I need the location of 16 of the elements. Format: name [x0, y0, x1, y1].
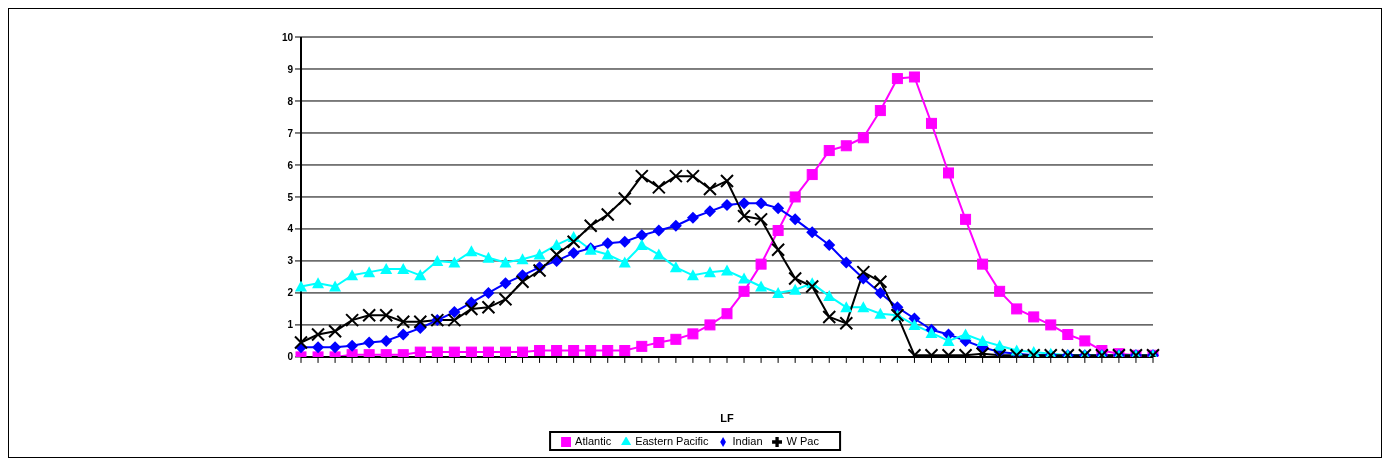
- legend-label: Indian: [732, 434, 763, 447]
- x-axis-title: LF: [720, 411, 734, 424]
- y-tick-label: 10: [281, 31, 294, 43]
- y-tick-label: 3: [287, 255, 294, 267]
- y-tick-label: 9: [287, 63, 294, 75]
- legend-label: W Pac: [786, 434, 819, 447]
- y-tick-label: 7: [287, 127, 294, 139]
- legend-label: Atlantic: [575, 434, 612, 447]
- y-tick-label: 2: [287, 287, 294, 299]
- y-tick-label: 6: [287, 159, 294, 171]
- y-tick-label: 1: [287, 319, 294, 331]
- legend-label: Eastern Pacific: [635, 434, 709, 447]
- y-tick-label: 4: [287, 223, 294, 235]
- y-tick-label: 0: [287, 351, 294, 363]
- y-tick-label: 8: [287, 95, 294, 107]
- y-tick-label: 5: [287, 191, 294, 203]
